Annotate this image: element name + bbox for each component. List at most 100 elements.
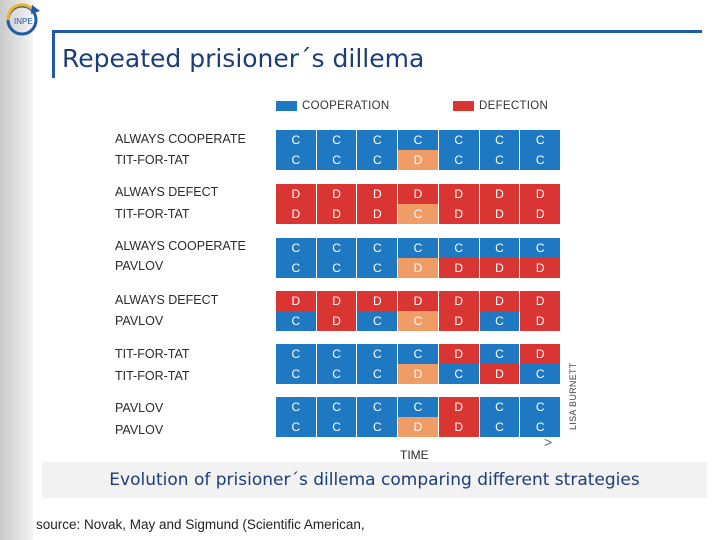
move-cell-cooperate: C (520, 417, 561, 437)
move-cell-cooperate: C (316, 397, 357, 417)
move-cell-cooperate: C (479, 311, 520, 331)
move-cell-defect: D (479, 364, 520, 384)
logo-text: INPE (14, 17, 33, 26)
move-cell-defect: D (520, 291, 561, 311)
move-cell-cooperate: C (316, 364, 357, 384)
move-cell-cooperate: C (520, 397, 561, 417)
move-cell-defect: D (398, 184, 438, 204)
move-cell-defect: D (438, 204, 479, 224)
move-cell-defect: D (276, 184, 316, 204)
move-cell-defect: D (438, 344, 479, 364)
move-cell-defect: D (398, 150, 438, 170)
move-cell-defect: D (438, 291, 479, 311)
move-cell-cooperate: C (316, 417, 357, 437)
move-cell-cooperate: C (357, 364, 398, 384)
move-cell-cooperate: C (520, 130, 561, 150)
move-cell-defect: D (357, 291, 398, 311)
move-cell-cooperate: C (357, 238, 398, 258)
move-cell-cooperate: C (276, 150, 316, 170)
strategy-label: ALWAYS DEFECT (115, 185, 219, 199)
source-citation: source: Novak, May and Sigmund (Scientif… (36, 517, 365, 532)
move-cell-defect: D (357, 184, 398, 204)
move-cell-defect: D (479, 184, 520, 204)
move-cell-cooperate: C (438, 130, 479, 150)
move-cell-defect: D (398, 291, 438, 311)
move-cell-cooperate: C (357, 150, 398, 170)
move-cell-cooperate: C (479, 417, 520, 437)
move-cell-defect: D (479, 291, 520, 311)
move-cell-cooperate: C (398, 130, 438, 150)
strategy-label: PAVLOV (115, 423, 164, 437)
move-cell-defect: D (520, 258, 561, 278)
move-cell-cooperate: C (316, 130, 357, 150)
move-cell-cooperate: C (276, 364, 316, 384)
move-cell-cooperate: C (316, 150, 357, 170)
move-cell-cooperate: C (276, 397, 316, 417)
left-gradient-strip (0, 0, 33, 540)
move-cell-cooperate: C (316, 344, 357, 364)
time-arrow-icon: > (544, 434, 553, 450)
strategy-label: ALWAYS COOPERATE (115, 132, 246, 146)
legend-swatch-cooperation (276, 101, 297, 111)
move-cell-cooperate: C (357, 417, 398, 437)
move-cell-cooperate: C (357, 397, 398, 417)
move-cell-cooperate: C (276, 130, 316, 150)
move-cell-cooperate: C (520, 238, 561, 258)
move-cell-cooperate: C (520, 364, 561, 384)
move-cell-cooperate: C (479, 130, 520, 150)
move-cell-cooperate: C (357, 258, 398, 278)
page-title: Repeated prisioner´s dillema (62, 44, 425, 73)
move-cell-cooperate: C (276, 258, 316, 278)
move-cell-cooperate: C (276, 417, 316, 437)
move-cell-defect: D (438, 258, 479, 278)
move-cell-cooperate: C (398, 344, 438, 364)
title-frame-top (52, 30, 702, 33)
time-axis-label: TIME (400, 448, 429, 462)
move-cell-defect: D (316, 291, 357, 311)
move-cell-cooperate: C (357, 130, 398, 150)
strategy-label: ALWAYS COOPERATE (115, 239, 246, 253)
legend-cooperation: COOPERATION (276, 100, 389, 112)
legend-swatch-defection (453, 101, 474, 111)
move-cell-defect: D (316, 204, 357, 224)
legend-label-defection: DEFECTION (479, 100, 549, 112)
move-cell-cooperate: C (520, 150, 561, 170)
move-cell-defect: D (398, 417, 438, 437)
move-cell-defect: D (316, 184, 357, 204)
caption-box: Evolution of prisioner´s dillema compari… (42, 462, 707, 498)
move-cell-defect: D (479, 204, 520, 224)
move-cell-cooperate: C (438, 364, 479, 384)
illustrator-credit: LISA BURNETT (568, 362, 578, 430)
move-cell-defect: D (438, 311, 479, 331)
legend-label-cooperation: COOPERATION (302, 100, 390, 112)
strategy-label: TIT-FOR-TAT (115, 207, 190, 221)
move-cell-defect: D (276, 291, 316, 311)
move-cell-defect: D (520, 204, 561, 224)
move-cell-defect: D (276, 204, 316, 224)
move-cell-cooperate: C (479, 344, 520, 364)
move-cell-cooperate: C (398, 397, 438, 417)
move-cell-defect: D (357, 204, 398, 224)
move-cell-cooperate: C (276, 311, 316, 331)
strategy-label: TIT-FOR-TAT (115, 347, 190, 361)
move-cell-cooperate: C (438, 238, 479, 258)
move-cell-cooperate: C (398, 238, 438, 258)
move-cell-defect: D (520, 184, 561, 204)
move-cell-defect: D (316, 311, 357, 331)
inpe-logo-icon: INPE (6, 3, 40, 36)
strategy-label: PAVLOV (115, 259, 164, 273)
move-cell-defect: D (398, 364, 438, 384)
move-cell-cooperate: C (357, 344, 398, 364)
move-cell-cooperate: C (276, 238, 316, 258)
